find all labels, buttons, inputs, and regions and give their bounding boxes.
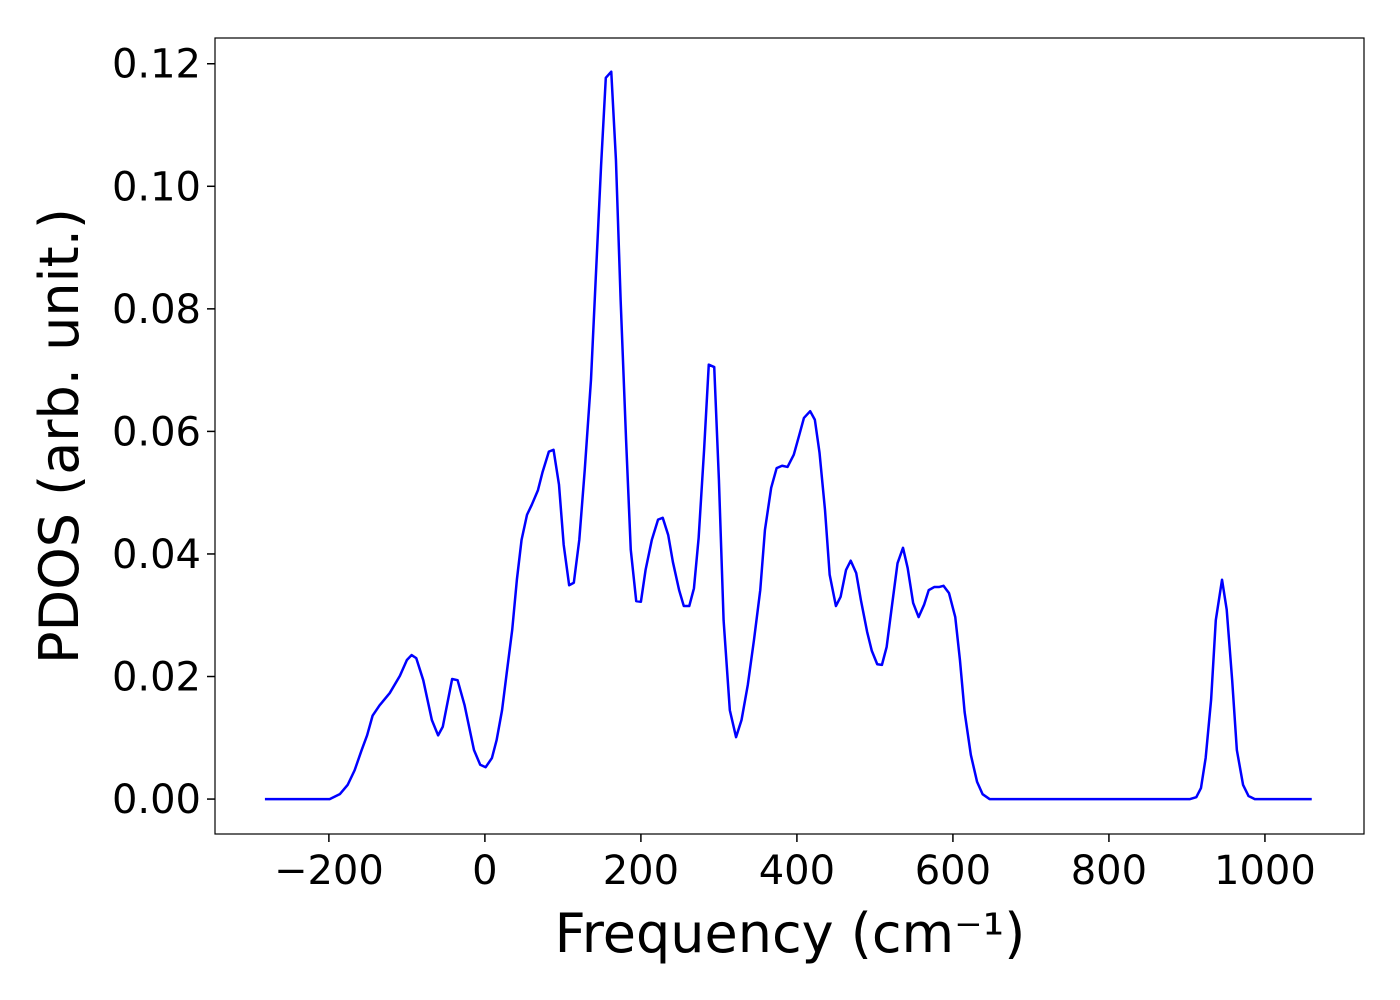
x-tick-label: 400 (759, 848, 835, 894)
x-axis-label: Frequency (cm⁻¹) (555, 902, 1026, 965)
y-tick-label: 0.00 (112, 777, 201, 823)
x-tick-label: 200 (603, 848, 679, 894)
x-tick-label: 800 (1071, 848, 1147, 894)
y-tick-label: 0.02 (112, 655, 201, 701)
plot-frame (214, 37, 1365, 835)
y-tick-label: 0.04 (112, 532, 201, 578)
y-axis-label: PDOS (arb. unit.) (28, 208, 91, 664)
y-tick-label: 0.10 (112, 164, 201, 210)
x-tick-label: −200 (274, 848, 384, 894)
y-tick-label: 0.08 (112, 287, 201, 333)
x-tick-label: 600 (915, 848, 991, 894)
x-tick-label: 1000 (1214, 848, 1316, 894)
y-tick-label: 0.12 (112, 42, 201, 88)
x-tick-label: 0 (472, 848, 497, 894)
data-line (264, 70, 1312, 801)
y-tick-label: 0.06 (112, 409, 201, 455)
